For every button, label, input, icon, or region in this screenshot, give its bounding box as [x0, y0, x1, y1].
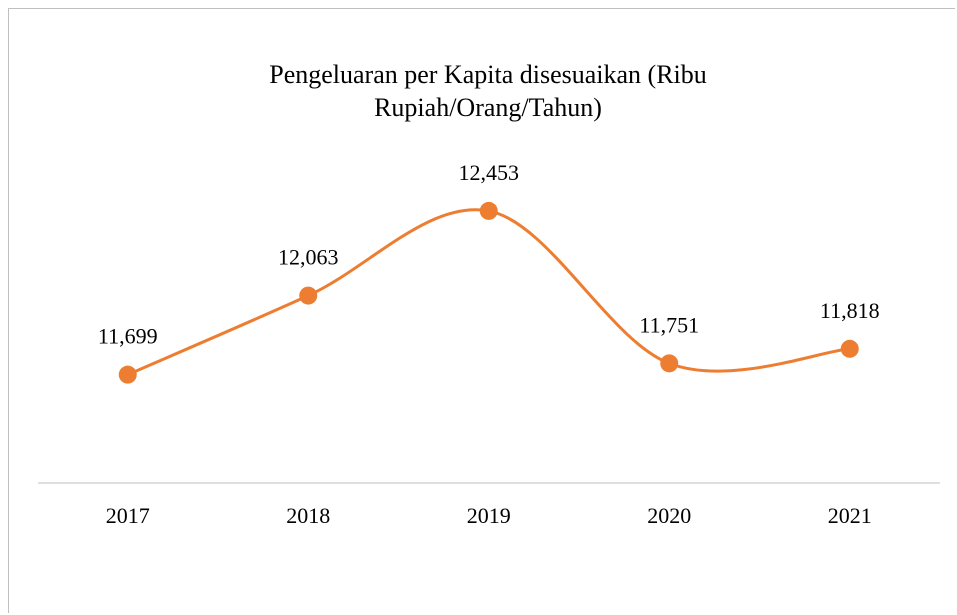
x-tick-label: 2017 — [106, 503, 150, 528]
marker — [660, 354, 679, 373]
data-label: 11,699 — [98, 324, 158, 349]
marker — [840, 339, 859, 358]
chart-frame — [8, 8, 955, 613]
marker — [299, 286, 318, 305]
x-tick-label: 2021 — [828, 503, 872, 528]
line — [127, 208, 850, 377]
marker — [479, 201, 498, 220]
data-label: 12,063 — [278, 245, 339, 270]
chart-title: Pengeluaran per Kapita disesuaikan (Ribu… — [269, 60, 707, 122]
x-tick-label: 2018 — [286, 503, 330, 528]
marker — [118, 365, 137, 384]
x-tick-label: 2020 — [647, 503, 691, 528]
data-label: 12,453 — [459, 160, 520, 185]
data-label: 11,818 — [820, 298, 880, 323]
data-label: 11,751 — [639, 312, 699, 337]
x-tick-label: 2019 — [467, 503, 511, 528]
